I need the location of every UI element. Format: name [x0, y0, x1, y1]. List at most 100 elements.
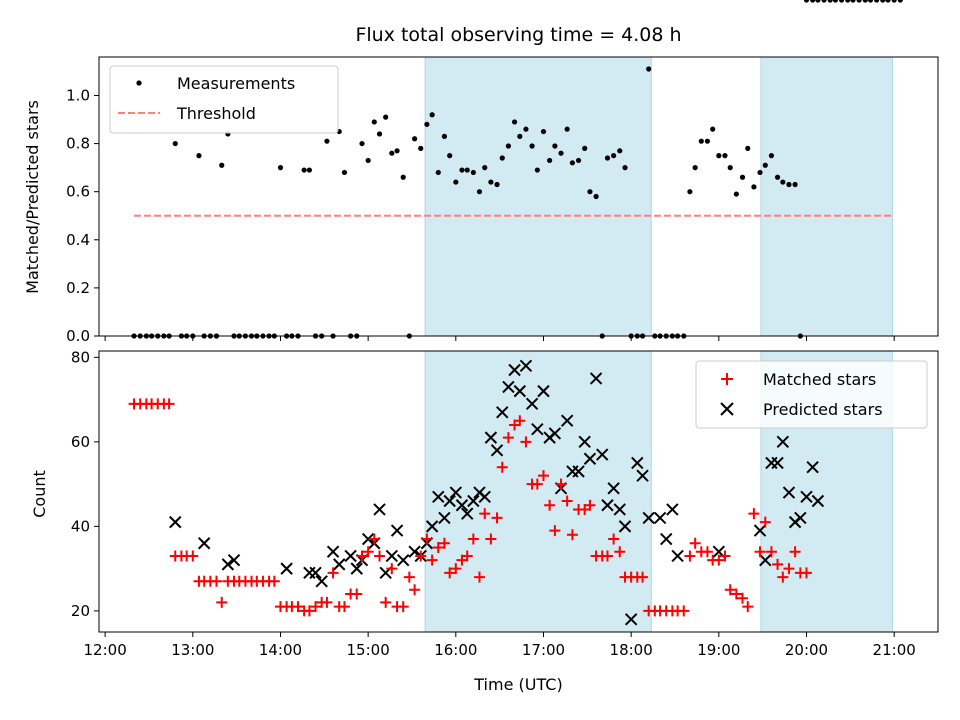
predicted-point	[525, 397, 539, 411]
matched-point	[351, 588, 363, 600]
predicted-point	[303, 566, 316, 580]
predicted-point	[227, 553, 241, 567]
y-tick-label: 0.6	[66, 183, 90, 201]
matched-point	[479, 508, 491, 520]
matched-point	[584, 499, 596, 511]
measurement-point	[306, 167, 313, 173]
predicted-point	[425, 520, 439, 533]
predicted-point	[589, 372, 603, 385]
measurement-point	[880, 0, 886, 3]
measurement-point	[464, 167, 470, 173]
matched-point	[426, 554, 438, 566]
legend-measurements-label: Measurements	[177, 74, 295, 93]
measurement-point	[850, 0, 856, 3]
x-tick-label: 12:00	[84, 641, 127, 659]
top-panel-legend: Measurements Threshold	[109, 65, 339, 134]
measurement-point	[891, 0, 897, 3]
matched-point	[450, 563, 462, 575]
predicted-point	[385, 549, 399, 563]
measurement-point	[529, 143, 535, 149]
matched-point	[292, 601, 304, 613]
matched-point	[608, 533, 620, 545]
matched-point	[268, 575, 280, 587]
measurement-point	[301, 167, 307, 173]
matched-point	[502, 432, 514, 444]
y-tick-label: 60	[71, 433, 90, 451]
predicted-point	[519, 359, 533, 372]
matched-point	[362, 546, 374, 558]
predicted-point	[660, 532, 673, 546]
matched-point	[549, 525, 561, 537]
measurement-point	[704, 138, 711, 144]
shaded-window-1	[424, 350, 652, 633]
predicted-point	[432, 490, 445, 503]
matched-point	[614, 546, 626, 558]
matched-point	[438, 537, 450, 549]
measurement-point	[827, 0, 833, 3]
measurement-point	[400, 174, 406, 180]
measurement-point	[815, 0, 821, 3]
matched-point	[415, 550, 427, 562]
predicted-point	[631, 456, 644, 470]
matched-point	[637, 571, 649, 583]
measurement-point	[383, 114, 389, 120]
predicted-point	[221, 558, 235, 571]
legend-threshold-label: Threshold	[176, 104, 256, 123]
x-tick-label: 16:00	[434, 641, 477, 659]
x-tick-label: 18:00	[610, 641, 653, 659]
predicted-point	[771, 456, 784, 470]
measurement-point	[739, 174, 746, 180]
measurement-point	[874, 0, 880, 3]
y-tick-label: 0.4	[66, 231, 90, 249]
top-panel-y-ticks: 0.0 0.2 0.4 0.6 0.8 1.0	[66, 86, 99, 345]
top-panel-y-label: Matched/Predicted stars	[23, 100, 42, 294]
measurement-point	[447, 153, 453, 159]
matched-point	[409, 584, 421, 596]
measurement-point	[757, 169, 763, 176]
predicted-point	[390, 524, 404, 537]
measurement-point	[745, 145, 751, 151]
predicted-point	[624, 613, 638, 626]
matched-point	[701, 546, 713, 558]
matched-point	[321, 596, 333, 608]
x-tick-label: 13:00	[171, 641, 214, 659]
measurement-point	[751, 184, 757, 190]
measurement-point	[196, 153, 202, 159]
predicted-point	[443, 494, 456, 508]
predicted-point	[449, 486, 463, 499]
matched-point	[772, 558, 784, 570]
predicted-point	[548, 427, 562, 440]
measurement-point	[792, 181, 798, 188]
measurement-point	[803, 0, 810, 3]
measurement-point	[569, 160, 576, 166]
matched-point	[736, 592, 748, 604]
measurement-point	[435, 169, 441, 176]
predicted-point	[350, 562, 363, 575]
matched-point	[514, 415, 526, 427]
measurement-point	[622, 165, 628, 171]
matched-point	[380, 596, 392, 608]
predicted-point	[197, 537, 211, 550]
predicted-point	[280, 562, 293, 575]
bottom-panel-matched	[129, 398, 812, 617]
top-panel-shading	[424, 56, 893, 337]
matched-point	[421, 533, 433, 545]
measurement-point	[611, 153, 617, 159]
bottom-panel-legend: Matched stars Predicted stars	[695, 360, 928, 429]
predicted-point	[333, 558, 346, 571]
x-axis-label: Time (UTC)	[473, 675, 562, 694]
legend-predicted-marker	[720, 402, 734, 416]
measurement-point	[897, 0, 903, 3]
measurement-point	[558, 150, 564, 156]
measurement-point	[832, 0, 839, 3]
measurement-point	[324, 138, 330, 144]
bottom-legend-box	[695, 360, 928, 429]
matched-point	[210, 575, 222, 587]
matched-point	[303, 605, 315, 617]
predicted-point	[671, 549, 684, 563]
measurement-point	[862, 0, 868, 3]
x-tick-label: 21:00	[873, 641, 916, 659]
matched-point	[601, 550, 613, 562]
measurement-point	[517, 133, 523, 139]
predicted-point	[455, 499, 469, 512]
